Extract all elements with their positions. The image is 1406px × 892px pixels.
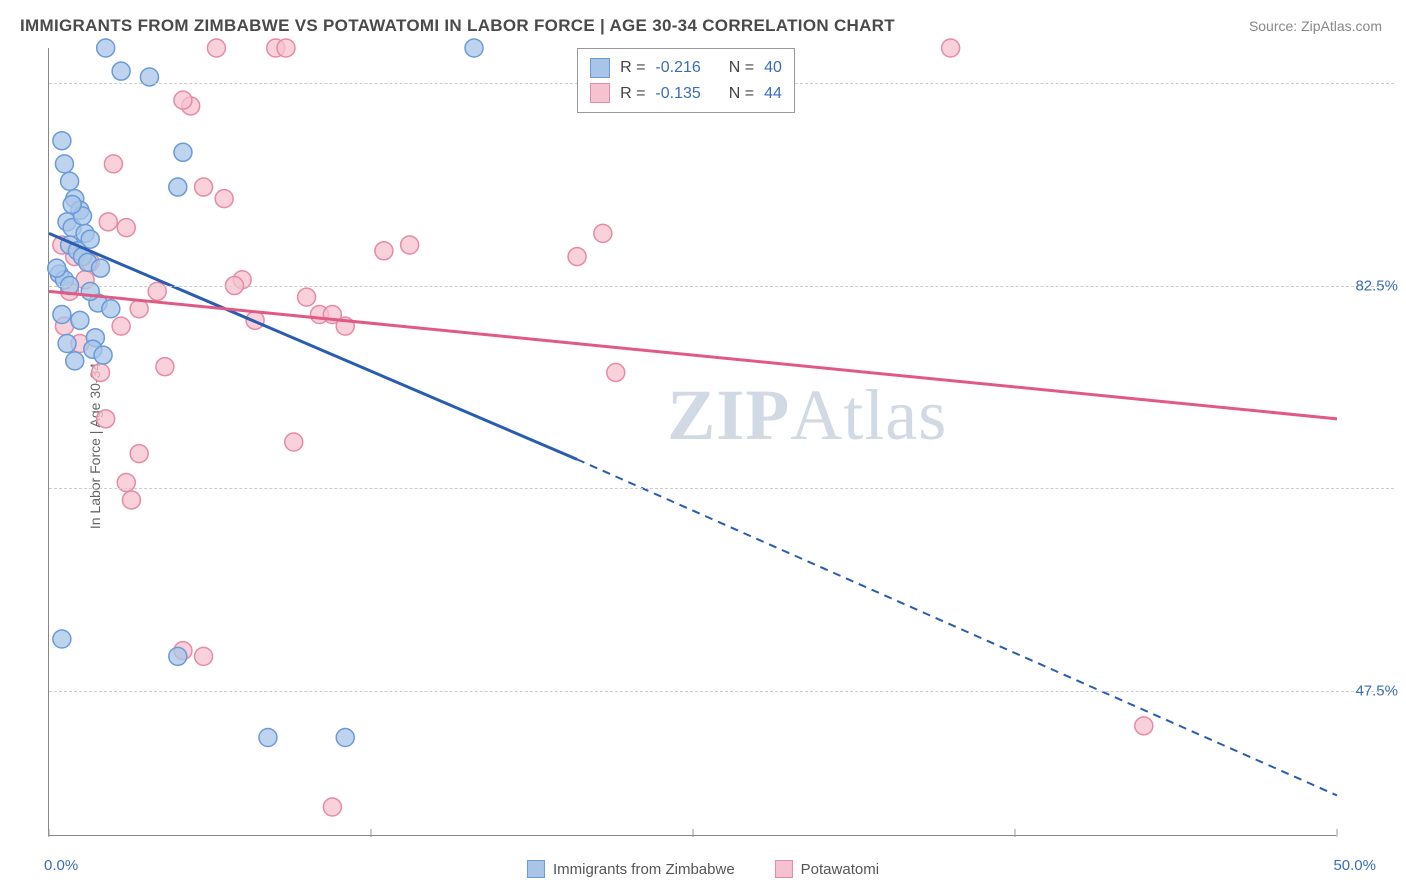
x-tick <box>49 829 50 837</box>
data-point-potawatomi <box>298 288 316 306</box>
n-label: N = <box>729 81 754 107</box>
data-point-zimbabwe <box>53 132 71 150</box>
x-tick <box>371 829 372 837</box>
n-label: N = <box>729 55 754 81</box>
data-point-potawatomi <box>104 155 122 173</box>
y-tick-label: 47.5% <box>1355 683 1398 700</box>
x-tick <box>693 829 694 837</box>
data-point-potawatomi <box>942 39 960 57</box>
x-tick <box>1015 829 1016 837</box>
legend-bottom: Immigrants from Zimbabwe Potawatomi <box>527 860 879 878</box>
data-point-potawatomi <box>1135 717 1153 735</box>
swatch-potawatomi <box>775 860 793 878</box>
swatch-zimbabwe <box>590 58 610 78</box>
legend-item-potawatomi: Potawatomi <box>775 860 879 878</box>
chart-title: IMMIGRANTS FROM ZIMBABWE VS POTAWATOMI I… <box>20 16 895 36</box>
data-point-potawatomi <box>174 91 192 109</box>
x-tick <box>1337 829 1338 837</box>
data-point-potawatomi <box>195 178 213 196</box>
data-point-potawatomi <box>401 236 419 254</box>
data-point-zimbabwe <box>66 352 84 370</box>
chart-container: IMMIGRANTS FROM ZIMBABWE VS POTAWATOMI I… <box>0 0 1406 892</box>
data-point-zimbabwe <box>174 143 192 161</box>
data-point-potawatomi <box>323 798 341 816</box>
data-point-zimbabwe <box>465 39 483 57</box>
data-point-zimbabwe <box>169 647 187 665</box>
data-point-potawatomi <box>215 190 233 208</box>
r-label: R = <box>620 55 645 81</box>
data-point-zimbabwe <box>169 178 187 196</box>
data-point-potawatomi <box>97 410 115 428</box>
data-point-zimbabwe <box>336 729 354 747</box>
r-label: R = <box>620 81 645 107</box>
data-point-potawatomi <box>594 224 612 242</box>
r-value: -0.135 <box>655 81 700 107</box>
y-tick-label: 82.5% <box>1355 277 1398 294</box>
data-point-zimbabwe <box>112 62 130 80</box>
data-point-potawatomi <box>285 433 303 451</box>
data-point-potawatomi <box>156 358 174 376</box>
data-point-zimbabwe <box>55 155 73 173</box>
trend-line-zimbabwe <box>49 233 577 459</box>
source-attribution: Source: ZipAtlas.com <box>1249 18 1382 34</box>
trend-line-potawatomi <box>49 291 1337 418</box>
swatch-zimbabwe <box>527 860 545 878</box>
data-point-potawatomi <box>99 213 117 231</box>
n-value: 40 <box>764 55 782 81</box>
data-point-potawatomi <box>130 445 148 463</box>
data-point-zimbabwe <box>102 300 120 318</box>
data-point-zimbabwe <box>71 311 89 329</box>
stats-row-zimbabwe: R = -0.216 N = 40 <box>590 55 782 81</box>
plot-area: ZIPAtlasR =-0.216N =40R =-0.135N =44 <box>48 48 1336 836</box>
data-point-potawatomi <box>207 39 225 57</box>
data-point-zimbabwe <box>58 335 76 353</box>
stats-row-potawatomi: R = -0.135 N = 44 <box>590 81 782 107</box>
stats-box: R = -0.216 N = 40 R = -0.135 N = 44 <box>577 48 795 113</box>
data-point-potawatomi <box>112 317 130 335</box>
data-point-zimbabwe <box>97 39 115 57</box>
data-point-potawatomi <box>92 363 110 381</box>
legend-item-zimbabwe: Immigrants from Zimbabwe <box>527 860 735 878</box>
x-tick-min: 0.0% <box>44 857 78 874</box>
gridline <box>49 488 1394 489</box>
data-point-potawatomi <box>568 248 586 266</box>
plot-svg <box>49 48 1336 835</box>
data-point-potawatomi <box>117 219 135 237</box>
r-value: -0.216 <box>655 55 700 81</box>
gridline <box>49 691 1394 692</box>
n-value: 44 <box>764 81 782 107</box>
data-point-zimbabwe <box>48 259 66 277</box>
data-point-zimbabwe <box>53 630 71 648</box>
trend-line-dash-zimbabwe <box>577 459 1337 795</box>
data-point-zimbabwe <box>94 346 112 364</box>
legend-label-zimbabwe: Immigrants from Zimbabwe <box>553 861 735 878</box>
data-point-potawatomi <box>277 39 295 57</box>
data-point-potawatomi <box>130 300 148 318</box>
data-point-zimbabwe <box>53 306 71 324</box>
data-point-potawatomi <box>607 363 625 381</box>
data-point-zimbabwe <box>61 172 79 190</box>
data-point-zimbabwe <box>259 729 277 747</box>
data-point-potawatomi <box>122 491 140 509</box>
swatch-potawatomi <box>590 83 610 103</box>
legend-label-potawatomi: Potawatomi <box>801 861 879 878</box>
x-tick-max: 50.0% <box>1333 857 1376 874</box>
data-point-zimbabwe <box>92 259 110 277</box>
gridline <box>49 286 1394 287</box>
data-point-zimbabwe <box>63 195 81 213</box>
data-point-potawatomi <box>195 647 213 665</box>
data-point-potawatomi <box>375 242 393 260</box>
